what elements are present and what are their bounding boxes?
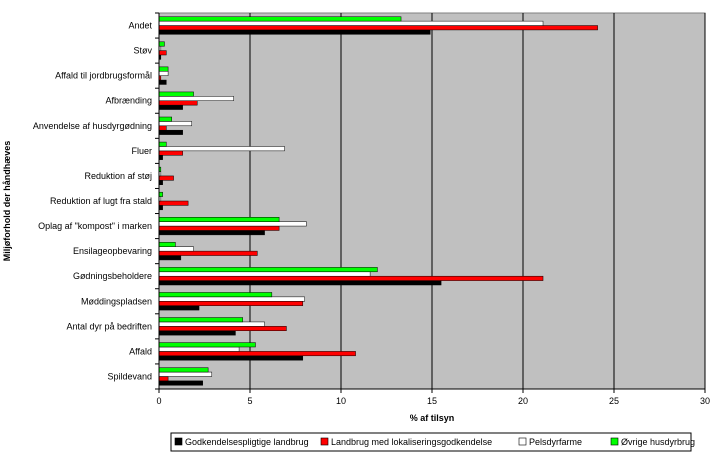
category-label: Oplag af "kompost" i marken bbox=[38, 221, 152, 231]
bar bbox=[158, 230, 265, 236]
category-label: Affald bbox=[129, 346, 152, 356]
bar bbox=[158, 29, 431, 35]
legend: Godkendelsespligtige landbrug Landbrug me… bbox=[170, 432, 695, 452]
bar bbox=[158, 150, 183, 156]
axes bbox=[155, 12, 706, 393]
bar bbox=[158, 121, 193, 127]
bar bbox=[158, 355, 304, 361]
category-label: Støv bbox=[133, 46, 152, 56]
bar bbox=[158, 116, 172, 122]
x-axis-title: % af tilsyn bbox=[410, 413, 455, 423]
bar bbox=[158, 275, 544, 281]
bar bbox=[158, 342, 256, 348]
x-tick-label: 20 bbox=[518, 396, 528, 406]
bar bbox=[158, 175, 174, 181]
bar bbox=[158, 146, 285, 152]
legend-swatch bbox=[320, 437, 329, 446]
bar bbox=[158, 104, 183, 110]
bar bbox=[158, 301, 304, 306]
bar bbox=[158, 16, 402, 22]
bar bbox=[158, 246, 194, 252]
bar bbox=[158, 317, 243, 323]
bar bbox=[158, 71, 169, 76]
category-label: Afbrænding bbox=[105, 96, 152, 106]
category-label: Reduktion af støj bbox=[84, 171, 152, 181]
legend-swatch bbox=[518, 437, 527, 446]
legend-label: Godkendelsespligtige landbrug bbox=[185, 437, 309, 447]
category-label: Fluer bbox=[131, 146, 152, 156]
bar bbox=[158, 271, 371, 277]
legend-label: Øvrige husdyrbrug bbox=[621, 437, 695, 447]
bar bbox=[158, 205, 163, 211]
x-tick-label: 25 bbox=[609, 396, 619, 406]
bar bbox=[158, 380, 203, 386]
legend-swatch bbox=[174, 437, 183, 446]
category-label: Andet bbox=[128, 21, 152, 31]
bar bbox=[158, 250, 258, 256]
bar bbox=[158, 200, 189, 206]
bar bbox=[158, 346, 240, 352]
category-label: Gødningsbeholdere bbox=[73, 271, 152, 281]
x-tick-label: 15 bbox=[427, 396, 437, 406]
category-label: Antal dyr på bedriften bbox=[66, 321, 152, 331]
bar bbox=[158, 125, 167, 131]
x-tick-label: 10 bbox=[336, 396, 346, 406]
category-labels: Andet Støv Affald til jordbrugsformål Afbræ… bbox=[33, 21, 153, 382]
bar bbox=[158, 305, 200, 311]
bar bbox=[158, 129, 183, 135]
bar bbox=[158, 326, 287, 331]
bar bbox=[158, 20, 544, 26]
bar bbox=[158, 242, 176, 247]
bar bbox=[158, 141, 167, 147]
bar bbox=[158, 367, 209, 373]
tick-labels: 0 5 10 15 20 25 30 bbox=[156, 396, 710, 406]
x-tick-label: 0 bbox=[156, 396, 161, 406]
bar bbox=[158, 371, 213, 377]
bar bbox=[158, 96, 234, 101]
bar bbox=[158, 25, 598, 31]
bar bbox=[158, 330, 236, 336]
bar bbox=[158, 50, 167, 56]
legend-box bbox=[170, 432, 692, 452]
bar bbox=[158, 180, 163, 185]
category-label: Reduktion af lugt fra stald bbox=[50, 196, 152, 206]
x-tick-label: 30 bbox=[700, 396, 710, 406]
legend-label: Landbrug med lokaliseringsgodkendelse bbox=[331, 437, 492, 447]
legend-swatch bbox=[610, 437, 619, 446]
bar bbox=[158, 217, 280, 222]
bar bbox=[158, 91, 194, 97]
x-tick-label: 5 bbox=[247, 396, 252, 406]
category-label: Affald til jordbrugsformål bbox=[55, 71, 152, 81]
category-label: Ensilageopbevaring bbox=[73, 246, 152, 256]
bar bbox=[158, 155, 163, 160]
bar bbox=[158, 296, 305, 302]
bar bbox=[158, 321, 265, 327]
bar bbox=[158, 221, 307, 227]
legend-label: Pelsdyrfarme bbox=[529, 437, 582, 447]
category-label: Spildevand bbox=[107, 371, 152, 381]
category-label: Anvendelse af husdyrgødning bbox=[33, 121, 152, 131]
bar bbox=[158, 191, 163, 197]
bar bbox=[158, 225, 280, 231]
bar bbox=[158, 100, 198, 106]
bar bbox=[158, 255, 182, 261]
bar bbox=[158, 376, 169, 382]
bar bbox=[158, 280, 442, 286]
bar bbox=[158, 292, 273, 298]
category-label: Møddingspladsen bbox=[81, 296, 152, 306]
bar bbox=[158, 41, 165, 47]
bar bbox=[158, 66, 169, 72]
bar bbox=[158, 351, 356, 357]
y-axis-title: Miljøforhold der håndhæves bbox=[2, 141, 12, 262]
bar bbox=[158, 267, 378, 273]
bar bbox=[158, 79, 167, 85]
